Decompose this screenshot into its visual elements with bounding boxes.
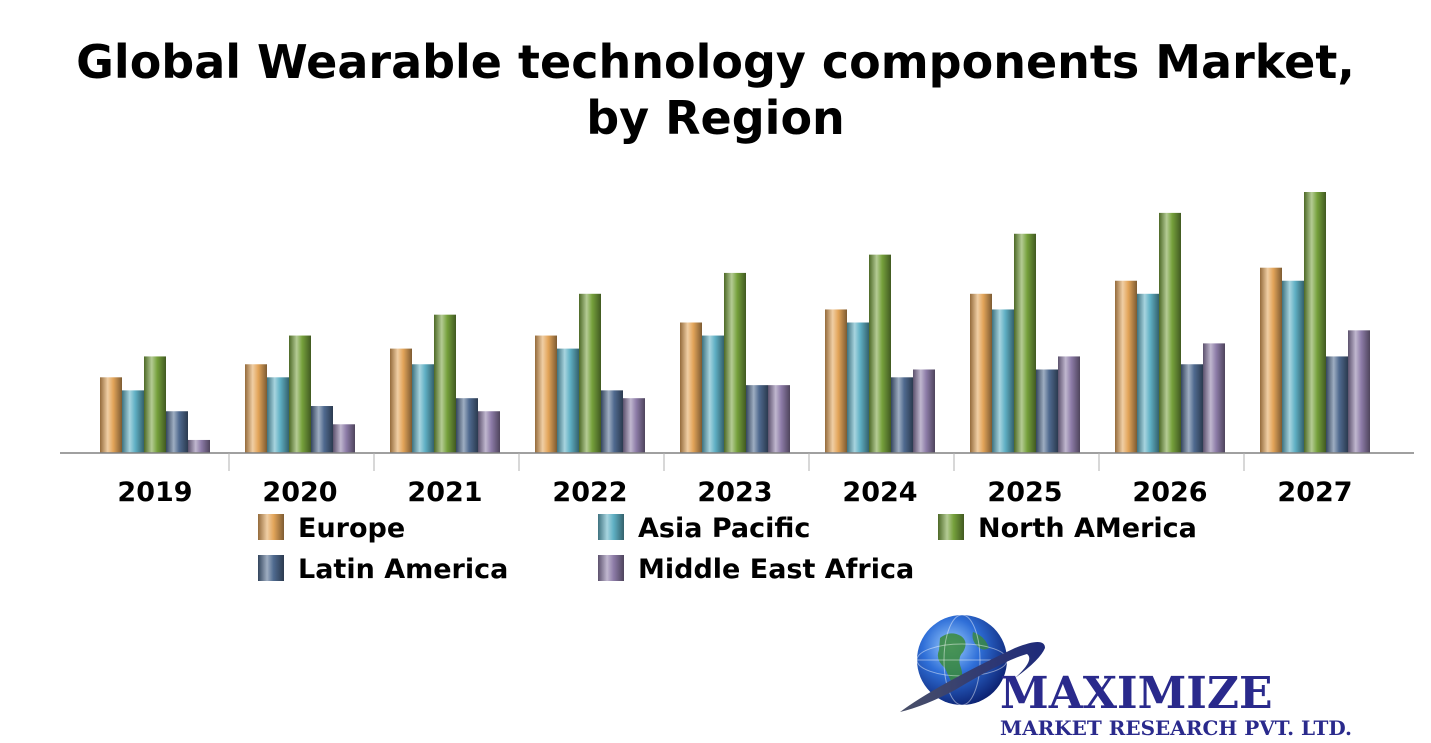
bar-middle-east-africa-2027 <box>1348 330 1370 453</box>
legend-swatch-asia-pacific <box>598 514 624 540</box>
x-tick-label-2023: 2023 <box>697 477 772 508</box>
bar-europe-2021 <box>390 348 412 453</box>
x-tick-label-2026: 2026 <box>1132 477 1207 508</box>
x-tick-label-2020: 2020 <box>262 477 337 508</box>
bar-middle-east-africa-2023 <box>768 385 790 453</box>
x-tick-label-2024: 2024 <box>842 477 917 508</box>
bar-latin-america-2025 <box>1036 369 1058 453</box>
company-logo: MAXIMIZE MARKET RESEARCH PVT. LTD. <box>900 614 1352 740</box>
bar-latin-america-2020 <box>311 406 333 453</box>
bar-north-america-2026 <box>1159 212 1181 453</box>
bar-north-america-2022 <box>579 293 601 453</box>
bar-europe-2027 <box>1260 267 1282 453</box>
bars-layer <box>100 192 1370 453</box>
bar-middle-east-africa-2026 <box>1203 343 1225 453</box>
bar-latin-america-2021 <box>456 398 478 453</box>
bar-latin-america-2023 <box>746 385 768 453</box>
bar-europe-2022 <box>535 335 557 453</box>
bar-north-america-2021 <box>434 314 456 453</box>
legend-swatch-north-america <box>938 514 964 540</box>
bar-europe-2023 <box>680 322 702 453</box>
bar-north-america-2025 <box>1014 233 1036 453</box>
bar-europe-2019 <box>100 377 122 453</box>
x-tick-label-2027: 2027 <box>1277 477 1352 508</box>
bar-middle-east-africa-2021 <box>478 411 500 453</box>
legend-label-middle-east-africa: Middle East Africa <box>638 554 914 585</box>
bar-europe-2020 <box>245 364 267 453</box>
chart-title: Global Wearable technology components Ma… <box>0 34 1431 146</box>
x-tick-label-2021: 2021 <box>407 477 482 508</box>
legend-label-europe: Europe <box>298 513 405 544</box>
logo-subtitle: MARKET RESEARCH PVT. LTD. <box>1000 716 1352 740</box>
legend-label-north-america: North AMerica <box>978 513 1197 544</box>
logo-name: MAXIMIZE <box>1000 668 1273 719</box>
bar-latin-america-2022 <box>601 390 623 453</box>
swoosh-icon <box>900 642 1045 712</box>
bar-middle-east-africa-2024 <box>913 369 935 453</box>
bar-asia-pacific-2024 <box>847 322 869 453</box>
chart-title-line-1: Global Wearable technology components Ma… <box>76 35 1355 89</box>
bar-middle-east-africa-2025 <box>1058 356 1080 453</box>
x-tick-label-2022: 2022 <box>552 477 627 508</box>
bar-europe-2024 <box>825 309 847 453</box>
bar-asia-pacific-2022 <box>557 348 579 453</box>
bar-middle-east-africa-2020 <box>333 424 355 453</box>
bar-latin-america-2024 <box>891 377 913 453</box>
bar-north-america-2020 <box>289 335 311 453</box>
bar-north-america-2019 <box>144 356 166 453</box>
chart-title-line-2: by Region <box>586 91 845 145</box>
bar-north-america-2023 <box>724 272 746 453</box>
bar-latin-america-2019 <box>166 411 188 453</box>
legend-swatch-middle-east-africa <box>598 555 624 581</box>
bar-europe-2026 <box>1115 280 1137 453</box>
bar-europe-2025 <box>970 293 992 453</box>
x-tick-label-2019: 2019 <box>117 477 192 508</box>
bar-north-america-2024 <box>869 254 891 453</box>
bar-asia-pacific-2020 <box>267 377 289 453</box>
bar-middle-east-africa-2019 <box>188 439 210 453</box>
bar-middle-east-africa-2022 <box>623 398 645 453</box>
legend-label-asia-pacific: Asia Pacific <box>638 513 810 544</box>
legend-swatch-europe <box>258 514 284 540</box>
bar-asia-pacific-2021 <box>412 364 434 453</box>
bar-asia-pacific-2026 <box>1137 293 1159 453</box>
bar-asia-pacific-2019 <box>122 390 144 453</box>
legend: Europe Asia Pacific North AMerica Latin Ame… <box>258 513 1197 585</box>
bar-asia-pacific-2023 <box>702 335 724 453</box>
bar-chart: 2019 2020 2021 2022 2023 2024 2025 2026 2027 Eur… <box>60 192 1414 585</box>
x-axis: 2019 2020 2021 2022 2023 2024 2025 2026 2027 <box>60 452 1414 508</box>
bar-latin-america-2026 <box>1181 364 1203 453</box>
legend-swatch-latin-america <box>258 555 284 581</box>
bar-north-america-2027 <box>1304 192 1326 453</box>
x-tick-label-2025: 2025 <box>987 477 1062 508</box>
legend-label-latin-america: Latin America <box>298 554 508 585</box>
bar-asia-pacific-2025 <box>992 309 1014 453</box>
bar-latin-america-2027 <box>1326 356 1348 453</box>
bar-asia-pacific-2027 <box>1282 280 1304 453</box>
